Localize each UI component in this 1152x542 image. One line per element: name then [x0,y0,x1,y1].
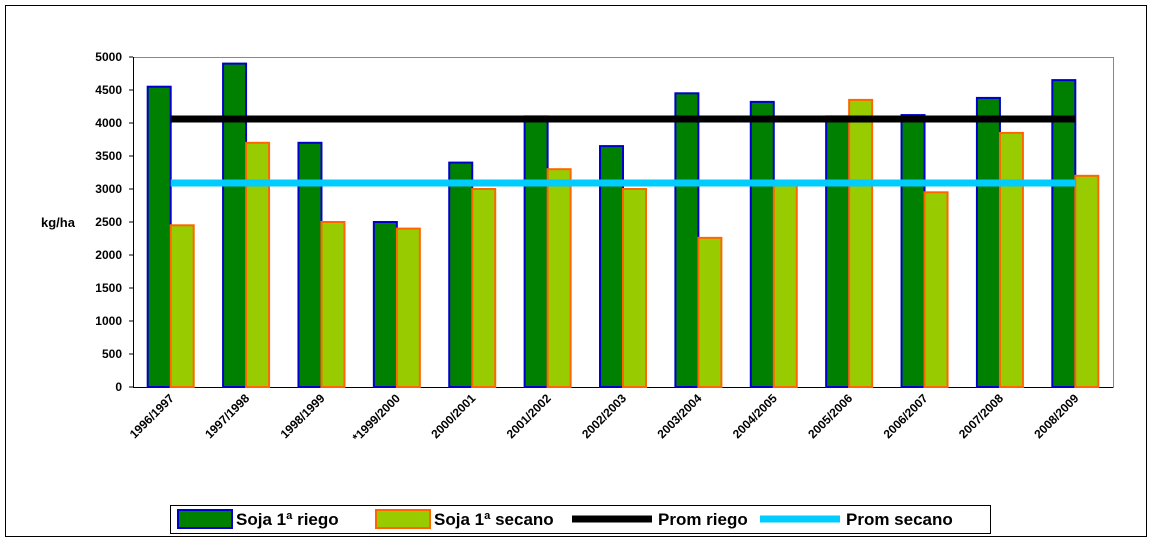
bar [471,188,497,388]
x-tick-label: 2005/2006 [805,391,855,441]
y-tick-label: 3000 [95,182,122,196]
x-tick-label: *1999/2000 [350,391,404,445]
y-tick-label: 1500 [95,281,122,295]
bar [395,227,421,388]
x-tick-label: 2002/2003 [579,391,629,441]
bar [749,100,775,388]
bar [146,85,172,388]
y-tick-label: 0 [115,380,122,394]
bar [372,221,398,388]
y-tick-label: 4000 [95,116,122,130]
x-tick-label: 1997/1998 [202,391,252,441]
x-tick-label: 2006/2007 [881,391,931,441]
bar [169,224,195,388]
bar [975,96,1001,388]
x-tick-label: 1996/1997 [127,391,177,441]
y-tick-label: 500 [102,347,122,361]
x-tick-label: 2001/2002 [504,391,554,441]
legend-label: Soja 1ª riego [236,510,339,529]
bar [222,62,248,388]
legend-label: Prom riego [658,510,748,529]
y-tick-label: 5000 [95,50,122,64]
bar [523,115,549,389]
bar [772,181,798,388]
bar [998,131,1024,388]
bar [245,141,271,388]
legend-swatch [375,509,431,529]
bar [1074,174,1100,388]
y-axis-label: kg/ha [41,215,76,230]
x-tick-label: 2007/2008 [956,391,1006,441]
bar [297,141,323,388]
bar [320,221,346,388]
bar [900,114,926,389]
bar [546,168,572,388]
y-tick-label: 2500 [95,215,122,229]
bar [697,236,723,388]
bar [622,188,647,388]
legend-label: Soja 1ª secano [434,510,554,529]
y-tick-label: 4500 [95,83,122,97]
y-tick-label: 1000 [95,314,122,328]
x-tick-label: 1998/1999 [278,391,328,441]
x-tick-label: 2008/2009 [1031,391,1081,441]
y-tick-label: 3500 [95,149,122,163]
legend-label: Prom secano [846,510,953,529]
bar [674,92,700,389]
y-tick-label: 2000 [95,248,122,262]
legend-swatch [177,509,233,529]
bar [825,115,851,389]
bar [448,161,474,388]
bar [923,191,949,388]
bar [1051,79,1077,388]
x-tick-label: 2004/2005 [730,391,780,441]
x-tick-label: 2003/2004 [654,391,704,441]
bar [848,98,874,389]
x-tick-label: 2000/2001 [428,391,478,441]
